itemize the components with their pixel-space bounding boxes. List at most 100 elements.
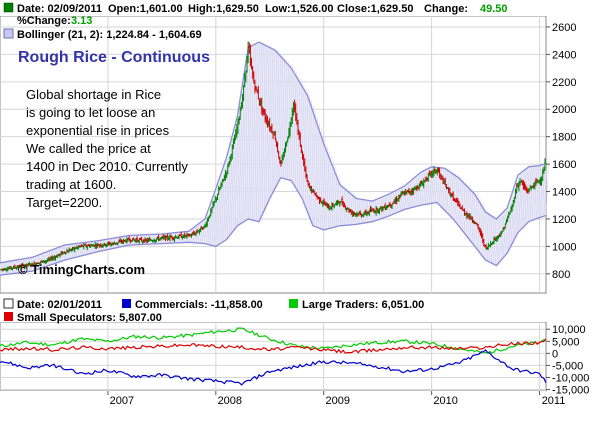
band-hatch-line <box>316 122 320 228</box>
band-hatch-line <box>415 176 419 207</box>
band-hatch-line <box>333 169 338 228</box>
band-hatch-line <box>541 164 546 217</box>
band-hatch-line <box>230 139 235 234</box>
quote-header-bg <box>0 0 592 16</box>
band-hatch-line <box>213 194 217 246</box>
band-hatch-line <box>232 132 237 232</box>
quote-close: Close:1,629.50 <box>337 3 413 15</box>
band-hatch-line <box>199 222 204 244</box>
cot-legend: Date: 02/01/2011 Commercials: -11,858.00… <box>0 295 546 324</box>
price-y-tick-label: 1000 <box>552 241 576 253</box>
band-hatch-line <box>283 59 287 179</box>
band-hatch-line <box>526 168 530 225</box>
band-hatch-line <box>395 190 400 213</box>
band-hatch-line <box>19 259 23 273</box>
commercials-swatch <box>122 299 131 308</box>
band-hatch-line <box>129 235 134 246</box>
band-hatch-line <box>522 171 526 229</box>
price-y-tick-label: 1800 <box>552 132 576 144</box>
band-hatch-line <box>312 110 316 226</box>
band-hatch-line <box>271 48 276 195</box>
band-hatch-line <box>131 235 136 245</box>
band-hatch-line <box>475 196 480 248</box>
band-hatch-line <box>236 117 241 227</box>
band-hatch-line <box>211 200 215 246</box>
band-hatch-line <box>65 244 70 260</box>
quote-pct-change-label: %Change: <box>17 15 71 27</box>
large-traders-label: Large Traders: 6,051.00 <box>302 299 424 311</box>
band-hatch-line <box>463 183 468 233</box>
cot-series-commercials <box>0 349 547 386</box>
band-hatch-line <box>537 165 542 219</box>
price-y-axis: 800 1000 1200 1400 1600 1800 2000 2200 2400 2600 <box>546 22 576 281</box>
band-hatch-line <box>524 170 528 227</box>
band-hatch-line <box>452 173 456 219</box>
band-hatch-line <box>327 155 332 229</box>
band-hatch-line <box>73 243 78 258</box>
band-hatch-line <box>310 105 315 221</box>
band-hatch-line <box>498 216 503 263</box>
band-hatch-line <box>361 199 365 224</box>
band-hatch-line <box>226 154 231 239</box>
band-hatch-line <box>324 145 328 230</box>
band-hatch-line <box>195 225 200 243</box>
band-hatch-line <box>287 63 291 180</box>
band-hatch-line <box>256 43 260 222</box>
band-hatch-line <box>91 241 95 254</box>
annotation-line: Target=2200. <box>26 195 102 210</box>
band-hatch-line <box>413 178 417 208</box>
band-hatch-line <box>495 218 499 266</box>
large-traders-swatch <box>289 299 298 308</box>
band-hatch-line <box>77 243 81 257</box>
band-hatch-line <box>285 61 289 180</box>
band-hatch-line <box>322 139 326 230</box>
band-hatch-line <box>485 212 489 261</box>
band-hatch-line <box>277 53 281 184</box>
band-hatch-line <box>201 221 206 244</box>
band-hatch-line <box>481 205 485 256</box>
band-hatch-line <box>248 47 252 220</box>
x-tick-label: 2008 <box>218 395 242 407</box>
band-hatch-line <box>5 261 10 275</box>
price-y-tick-label: 800 <box>552 269 570 281</box>
band-hatch-line <box>258 42 262 222</box>
quote-change-label: Change: <box>424 3 468 15</box>
band-hatch-line <box>390 193 394 216</box>
quote-pct-row: %Change: 3.13 <box>17 15 92 27</box>
band-hatch-line <box>438 167 443 205</box>
bollinger-upper-line <box>0 41 547 264</box>
band-hatch-line <box>405 184 410 210</box>
band-hatch-line <box>491 215 495 264</box>
band-hatch-line <box>300 84 305 197</box>
band-hatch-line <box>326 150 330 230</box>
cot-lines <box>0 327 547 386</box>
band-hatch-line <box>44 252 48 267</box>
small-specs-swatch <box>4 312 13 321</box>
cot-date-swatch <box>3 298 14 309</box>
band-hatch-line <box>353 196 357 225</box>
band-hatch-line <box>483 208 487 258</box>
band-hatch-line <box>487 213 491 262</box>
band-hatch-line <box>465 185 470 236</box>
x-tick-label: 2011 <box>542 395 566 407</box>
band-hatch-line <box>473 193 478 246</box>
band-hatch-line <box>294 74 299 187</box>
band-hatch-line <box>467 187 472 238</box>
price-y-tick-label: 1400 <box>552 187 576 199</box>
band-hatch-line <box>238 106 243 225</box>
band-hatch-line <box>304 91 309 206</box>
cot-y-tick-label: -10,000 <box>552 372 589 384</box>
band-hatch-line <box>502 212 507 258</box>
band-hatch-line <box>59 246 64 262</box>
band-hatch-line <box>543 164 548 217</box>
band-hatch-line <box>370 200 375 222</box>
band-hatch-line <box>518 174 522 233</box>
band-hatch-line <box>153 234 157 245</box>
band-hatch-line <box>442 168 447 209</box>
annotation-line: Global shortage in Rice <box>26 87 161 102</box>
x-axis-bg <box>0 391 546 424</box>
band-hatch-line <box>320 133 324 229</box>
annotation-line: trading at 1600. <box>26 177 116 192</box>
band-hatch-line <box>469 189 474 241</box>
band-hatch-line <box>252 45 256 221</box>
